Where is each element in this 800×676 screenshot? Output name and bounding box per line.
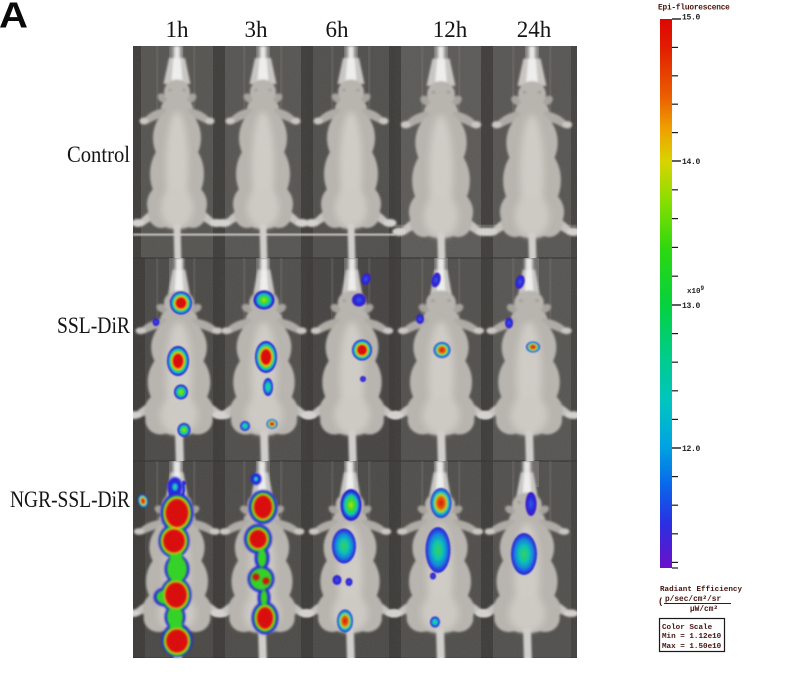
svg-text:µW/cm²: µW/cm²	[690, 605, 718, 614]
svg-text:A: A	[0, 0, 28, 36]
svg-text:(: (	[658, 597, 663, 607]
svg-text:Radiant Efficiency: Radiant Efficiency	[660, 586, 742, 594]
svg-text:6h: 6h	[326, 17, 350, 42]
svg-text:12.0: 12.0	[682, 445, 701, 454]
svg-text:15.0: 15.0	[682, 14, 701, 23]
svg-text:x109: x109	[687, 285, 705, 296]
svg-text:12h: 12h	[433, 17, 468, 42]
svg-text:NGR-SSL-DiR: NGR-SSL-DiR	[10, 487, 131, 512]
svg-text:SSL-DiR: SSL-DiR	[57, 313, 131, 338]
svg-text:Min = 1.12e10: Min = 1.12e10	[662, 633, 722, 641]
svg-text:24h: 24h	[517, 17, 552, 42]
svg-text:3h: 3h	[245, 17, 269, 42]
svg-text:Max = 1.50e10: Max = 1.50e10	[662, 643, 722, 651]
svg-text:13.0: 13.0	[682, 302, 701, 311]
svg-text:1h: 1h	[166, 17, 190, 42]
svg-text:Epi-fluorescence: Epi-fluorescence	[658, 5, 730, 13]
svg-text:14.0: 14.0	[682, 158, 701, 167]
svg-text:p/sec/cm²/sr: p/sec/cm²/sr	[665, 595, 721, 604]
svg-text:Control: Control	[67, 142, 130, 167]
svg-text:Color Scale: Color Scale	[662, 624, 713, 632]
